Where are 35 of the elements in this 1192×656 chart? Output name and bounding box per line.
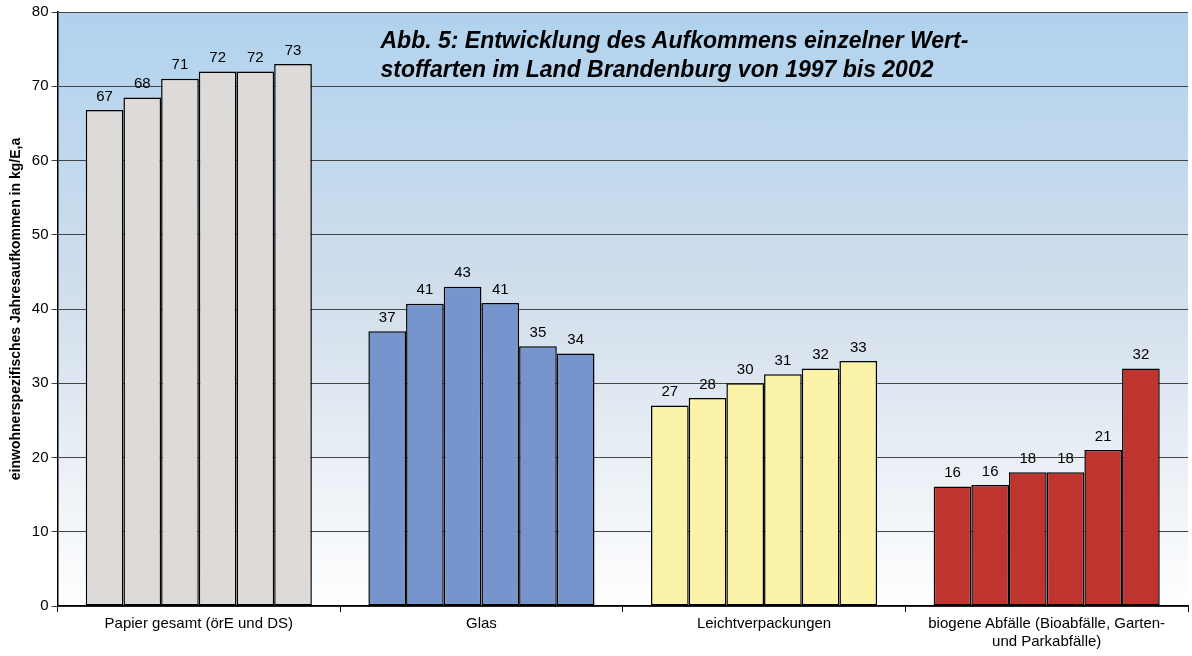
y-tick-label: 30 (31, 373, 49, 391)
y-tick-label: 80 (31, 2, 49, 20)
x-tick-label: Leichtverpackungen (696, 614, 832, 632)
y-tick-label: 20 (31, 447, 49, 465)
data-label: 34 (567, 330, 584, 348)
data-label: 27 (661, 382, 679, 400)
text: Abb. 5: Entwicklung des Aufkommens einzelner Wert- stoffarten im Land Brandenburg von 1997 bis 2002 (379, 26, 969, 82)
y-tick-label: 50 (31, 224, 49, 242)
data-label: 37 (378, 307, 396, 325)
data-label: 33 (849, 337, 867, 355)
y-axis-title: einwohnerspezifisches Jahresaufkommen in kg/E,a (7, 137, 24, 481)
data-label: 16 (944, 463, 961, 481)
data-label: 67 (96, 86, 113, 104)
data-label: 32 (812, 345, 829, 363)
data-label: 21 (1094, 426, 1112, 444)
data-label: 31 (774, 350, 792, 368)
data-label: 16 (981, 461, 999, 479)
y-tick-label: 40 (31, 299, 49, 317)
data-label: 72 (209, 48, 226, 66)
data-label: 35 (529, 322, 547, 340)
data-label: 30 (736, 359, 754, 377)
data-label: 41 (491, 279, 509, 297)
y-tick-label: 0 (40, 596, 49, 614)
y-tick-label: 60 (31, 150, 49, 168)
data-label: 32 (1132, 345, 1150, 363)
y-tick-label: 70 (31, 76, 49, 94)
data-label: 71 (171, 55, 189, 73)
x-tick-label: Glas (466, 614, 497, 632)
data-label: 72 (246, 48, 264, 66)
data-label: 73 (284, 40, 302, 58)
data-label: 41 (416, 280, 434, 298)
x-tick-label: Papier gesamt (örE und DS) (104, 614, 294, 632)
data-label: 43 (454, 263, 471, 281)
y-tick-label: 10 (31, 521, 49, 539)
x-tick-label: biogene Abfälle (Bioabfälle, Garten- und Parkabfälle) (928, 614, 1166, 650)
